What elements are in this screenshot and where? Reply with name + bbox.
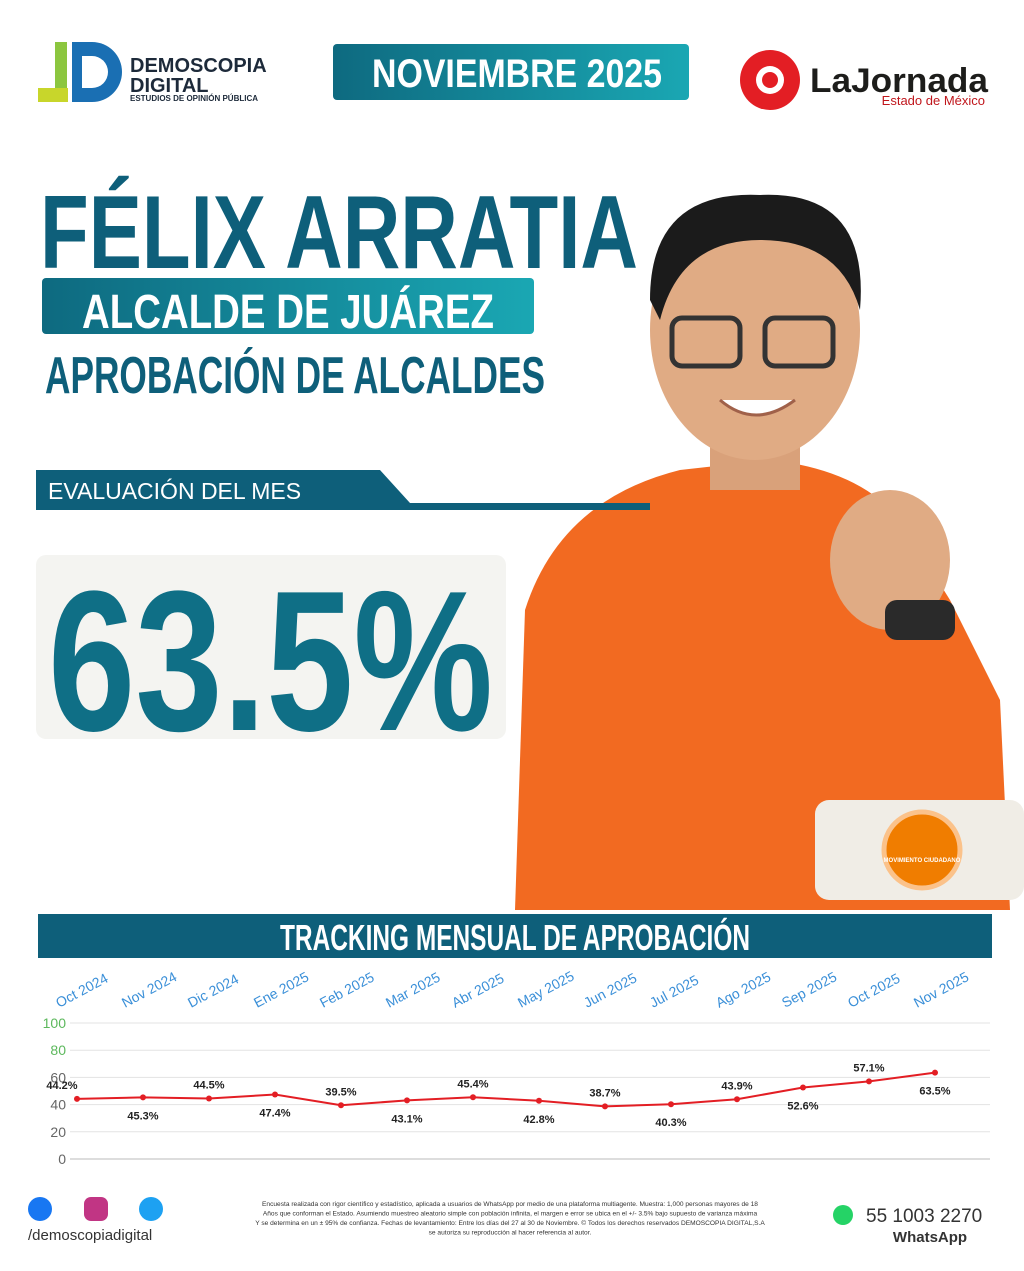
data-label: 57.1% — [853, 1062, 884, 1074]
eval-label: EVALUACIÓN DEL MES — [48, 478, 301, 504]
instagram-icon[interactable] — [84, 1197, 108, 1221]
y-tick-label: 80 — [50, 1042, 66, 1058]
data-label: 39.5% — [325, 1086, 356, 1098]
y-tick-label: 0 — [58, 1151, 66, 1167]
brand-2: DIGITAL — [130, 75, 209, 97]
point — [140, 1094, 146, 1101]
portrait — [515, 194, 1010, 910]
disclaimer: Encuesta realizada con rigor científico … — [255, 1201, 765, 1237]
role-banner — [42, 278, 534, 334]
point — [206, 1095, 212, 1102]
point — [404, 1097, 410, 1104]
brand: DEMOSCOPIA — [130, 55, 267, 77]
date-banner — [333, 44, 689, 100]
party-logo — [881, 809, 963, 891]
data-label: 42.8% — [523, 1114, 554, 1126]
y-tick-label: 20 — [50, 1124, 66, 1140]
point — [932, 1069, 938, 1076]
eval-banner — [36, 470, 650, 510]
point — [74, 1095, 80, 1102]
chart-title-bar — [38, 914, 992, 958]
partner-sub: Estado de México — [882, 93, 985, 108]
date: NOVIEMBRE 2025 — [372, 52, 662, 96]
point — [602, 1103, 608, 1110]
subtitle: APROBACIÓN DE ALCALDES — [45, 347, 545, 405]
social-handle: /demoscopiadigital — [28, 1227, 152, 1244]
partner: LaJornada — [810, 62, 989, 100]
line — [76, 1071, 936, 1108]
data-label: 44.5% — [193, 1079, 224, 1091]
point — [800, 1084, 806, 1091]
point — [338, 1102, 344, 1109]
partner-logo — [740, 50, 800, 110]
data-label: 45.4% — [457, 1078, 488, 1090]
social-icons — [28, 1197, 163, 1221]
point — [734, 1096, 740, 1103]
twitter-icon[interactable] — [139, 1197, 163, 1221]
point — [866, 1078, 872, 1085]
disclaimer-line: Años que conforman el Estado. Asumiendo … — [263, 1211, 758, 1218]
data-label: 52.6% — [787, 1100, 818, 1112]
candidate-name: FÉLIX ARRATIA — [40, 175, 638, 291]
y-tick-label: 40 — [50, 1097, 66, 1113]
disclaimer-line: Encuesta realizada con rigor científico … — [262, 1201, 758, 1208]
eval-box — [36, 555, 506, 739]
data-label: 43.9% — [721, 1080, 752, 1092]
point — [536, 1097, 542, 1104]
y-tick-label: 60 — [50, 1069, 66, 1085]
whatsapp-icon[interactable] — [833, 1205, 853, 1225]
point — [272, 1091, 278, 1098]
role: ALCALDE DE JUÁREZ — [82, 285, 494, 339]
data-label: 45.3% — [127, 1110, 158, 1122]
brand-logo: DEMOSCOPIA DIGITAL ESTUDIOS DE OPINIÓN P… — [38, 42, 267, 103]
data-label: 63.5% — [919, 1086, 950, 1098]
disclaimer-line: Y se determina en un ± 95% de confianza.… — [255, 1219, 765, 1227]
data-label: 43.1% — [391, 1113, 422, 1125]
phone: 55 1003 2270 — [866, 1206, 982, 1227]
y-tick-label: 100 — [43, 1015, 67, 1031]
brand-sub: ESTUDIOS DE OPINIÓN PÚBLICA — [130, 94, 258, 103]
data-label: 44.2% — [46, 1080, 77, 1092]
data-label: 38.7% — [589, 1087, 620, 1099]
facebook-icon[interactable] — [28, 1197, 52, 1221]
disclaimer-line: se autoriza su reproducción al hacer ref… — [429, 1230, 592, 1237]
data-label: 40.3% — [655, 1117, 686, 1129]
point — [668, 1101, 674, 1108]
chart-title: TRACKING MENSUAL DE APROBACIÓN — [280, 916, 750, 958]
party: MOVIMIENTO CIUDADANO — [884, 858, 961, 864]
whatsapp-label: WhatsApp — [893, 1229, 967, 1246]
point — [470, 1094, 476, 1101]
data-label: 47.4% — [259, 1108, 290, 1120]
eval-value: 63.5% — [48, 550, 493, 773]
